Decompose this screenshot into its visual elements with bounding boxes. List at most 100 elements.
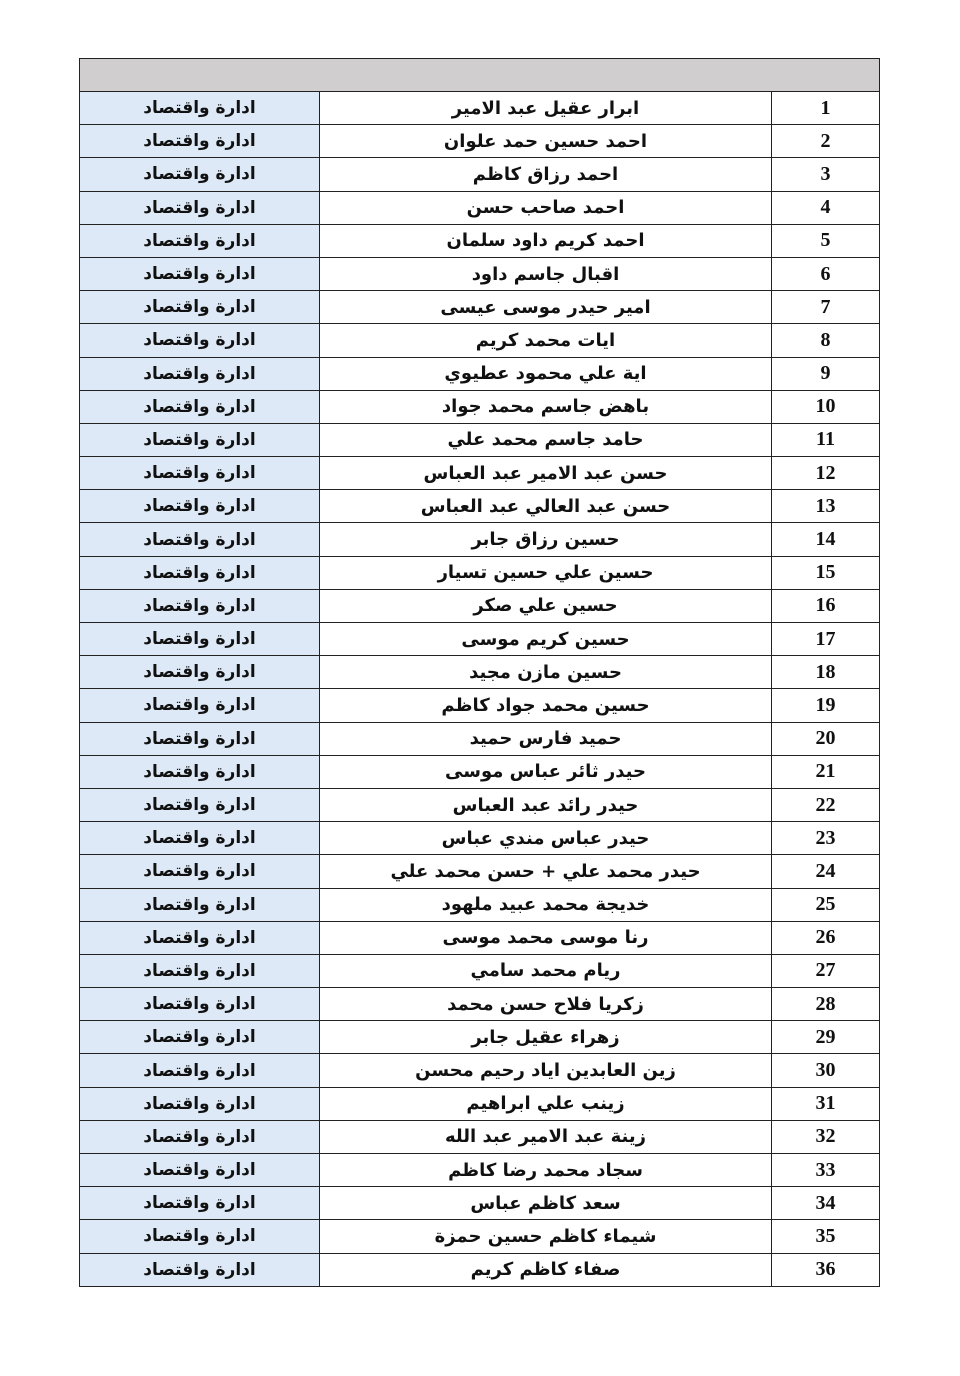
number-cell: 24 — [770, 854, 881, 889]
name-cell: احمد صاحب حسن — [319, 190, 772, 225]
department-cell: ادارة واقتصاد — [79, 422, 320, 458]
name-cell: احمد رزاق كاظم — [319, 157, 772, 192]
table-row: ادارة واقتصاد حيدر محمد علي + حسن محمد عل… — [79, 854, 881, 889]
department-cell: ادارة واقتصاد — [79, 223, 320, 258]
department-cell: ادارة واقتصاد — [79, 323, 320, 358]
name-cell: صفاء كاظم كريم — [319, 1252, 772, 1287]
table-row: ادارة واقتصاد حسين علي صكر 16 — [79, 588, 881, 624]
name-cell: امير حيدر موسى عيسى — [319, 290, 772, 325]
number-cell: 10 — [770, 389, 881, 424]
table-row: ادارة واقتصاد زين العابدين اياد رحيم محسن… — [79, 1053, 881, 1088]
number-cell: 28 — [770, 987, 881, 1022]
number-cell: 31 — [770, 1086, 881, 1121]
table-row: ادارة واقتصاد احمد رزاق كاظم 3 — [79, 157, 881, 192]
table-row: ادارة واقتصاد حامد جاسم محمد علي 11 — [79, 422, 881, 458]
number-cell: 32 — [770, 1119, 881, 1155]
number-cell: 21 — [770, 754, 881, 789]
table-row: ادارة واقتصاد زينة عبد الامير عبد الله 32 — [79, 1119, 881, 1155]
table-row: ادارة واقتصاد ايات محمد كريم 8 — [79, 323, 881, 358]
table-row: ادارة واقتصاد صفاء كاظم كريم 36 — [79, 1252, 881, 1287]
department-cell: ادارة واقتصاد — [79, 953, 320, 989]
number-cell: 26 — [770, 920, 881, 955]
name-cell: حسين كريم موسى — [319, 621, 772, 657]
table-row: ادارة واقتصاد حسين علي حسين تسيار 15 — [79, 555, 881, 590]
table-row: ادارة واقتصاد حيدر رائد عبد العباس 22 — [79, 787, 881, 823]
number-cell: 36 — [770, 1252, 881, 1287]
name-cell: احمد حسين حمد علوان — [319, 124, 772, 159]
name-cell: اقبال جاسم داود — [319, 256, 772, 292]
name-cell: زينة عبد الامير عبد الله — [319, 1119, 772, 1155]
department-cell: ادارة واقتصاد — [79, 256, 320, 292]
names-table: ادارة واقتصاد ابرار عقيل عبد الامير 1 ادارة… — [78, 58, 881, 1287]
number-cell: 2 — [770, 124, 881, 159]
department-cell: ادارة واقتصاد — [79, 621, 320, 657]
name-cell: حسين محمد جواد كاظم — [319, 688, 772, 723]
number-cell: 29 — [770, 1020, 881, 1055]
department-cell: ادارة واقتصاد — [79, 1186, 320, 1221]
department-cell: ادارة واقتصاد — [79, 1152, 320, 1188]
name-cell: حيدر رائد عبد العباس — [319, 787, 772, 823]
number-cell: 18 — [770, 655, 881, 690]
name-cell: حامد جاسم محمد علي — [319, 422, 772, 458]
department-cell: ادارة واقتصاد — [79, 522, 320, 557]
name-cell: شيماء كاظم حسين حمزة — [319, 1219, 772, 1254]
name-cell: حسين رزاق جابر — [319, 522, 772, 557]
table-row: ادارة واقتصاد حسين كريم موسى 17 — [79, 621, 881, 657]
number-cell: 20 — [770, 721, 881, 756]
department-cell: ادارة واقتصاد — [79, 987, 320, 1022]
name-cell: سعد كاظم عباس — [319, 1186, 772, 1221]
name-cell: ابرار عقيل عبد الامير — [319, 90, 772, 126]
department-cell: ادارة واقتصاد — [79, 655, 320, 690]
department-cell: ادارة واقتصاد — [79, 1020, 320, 1055]
number-cell: 7 — [770, 290, 881, 325]
name-cell: حسن عبد العالي عبد العباس — [319, 489, 772, 524]
number-cell: 22 — [770, 787, 881, 823]
name-cell: حسن عبد الامير عبد العباس — [319, 456, 772, 491]
name-cell: حميد فارس حميد — [319, 721, 772, 756]
name-cell: باهض جاسم محمد جواد — [319, 389, 772, 424]
name-cell: زهراء عقيل جابر — [319, 1020, 772, 1055]
department-cell: ادارة واقتصاد — [79, 688, 320, 723]
department-cell: ادارة واقتصاد — [79, 389, 320, 424]
number-cell: 11 — [770, 422, 881, 458]
number-cell: 14 — [770, 522, 881, 557]
department-cell: ادارة واقتصاد — [79, 489, 320, 524]
name-cell: زكريا فلاح حسن محمد — [319, 987, 772, 1022]
table-row: ادارة واقتصاد سجاد محمد رضا كاظم 33 — [79, 1152, 881, 1188]
table-row: ادارة واقتصاد رنا موسى محمد موسى 26 — [79, 920, 881, 955]
name-cell: زين العابدين اياد رحيم محسن — [319, 1053, 772, 1088]
department-cell: ادارة واقتصاد — [79, 1119, 320, 1155]
table-row: ادارة واقتصاد زينب علي ابراهيم 31 — [79, 1086, 881, 1121]
table-row: ادارة واقتصاد زكريا فلاح حسن محمد 28 — [79, 987, 881, 1022]
department-cell: ادارة واقتصاد — [79, 588, 320, 624]
table-row: ادارة واقتصاد سعد كاظم عباس 34 — [79, 1186, 881, 1221]
table-row: ادارة واقتصاد اقبال جاسم داود 6 — [79, 256, 881, 292]
table-row: ادارة واقتصاد حيدر ثائر عباس موسى 21 — [79, 754, 881, 789]
name-cell: حيدر محمد علي + حسن محمد علي — [319, 854, 772, 889]
table-row: ادارة واقتصاد حسين محمد جواد كاظم 19 — [79, 688, 881, 723]
name-cell: ايات محمد كريم — [319, 323, 772, 358]
name-cell: ريام محمد سامي — [319, 953, 772, 989]
name-cell: سجاد محمد رضا كاظم — [319, 1152, 772, 1188]
department-cell: ادارة واقتصاد — [79, 887, 320, 922]
number-cell: 3 — [770, 157, 881, 192]
table-row: ادارة واقتصاد اية علي محمود عطيوي 9 — [79, 356, 881, 391]
name-cell: حسين علي حسين تسيار — [319, 555, 772, 590]
department-cell: ادارة واقتصاد — [79, 157, 320, 192]
department-cell: ادارة واقتصاد — [79, 1086, 320, 1121]
name-cell: حسين مازن مجيد — [319, 655, 772, 690]
number-cell: 13 — [770, 489, 881, 524]
name-cell: حيدر ثائر عباس موسى — [319, 754, 772, 789]
name-cell: احمد كريم داود سلمان — [319, 223, 772, 258]
number-cell: 33 — [770, 1152, 881, 1188]
table-row: ادارة واقتصاد احمد حسين حمد علوان 2 — [79, 124, 881, 159]
department-cell: ادارة واقتصاد — [79, 190, 320, 225]
name-cell: حسين علي صكر — [319, 588, 772, 624]
department-cell: ادارة واقتصاد — [79, 920, 320, 955]
department-cell: ادارة واقتصاد — [79, 290, 320, 325]
number-cell: 4 — [770, 190, 881, 225]
department-cell: ادارة واقتصاد — [79, 821, 320, 856]
number-cell: 8 — [770, 323, 881, 358]
number-cell: 25 — [770, 887, 881, 922]
table-row: ادارة واقتصاد باهض جاسم محمد جواد 10 — [79, 389, 881, 424]
